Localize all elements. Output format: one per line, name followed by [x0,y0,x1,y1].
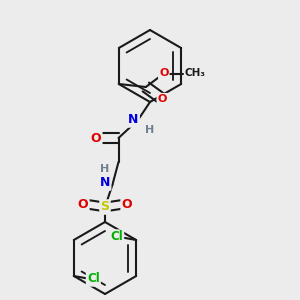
Text: N: N [128,113,139,127]
Text: H: H [100,164,109,174]
Text: O: O [158,94,167,104]
Text: O: O [159,68,169,79]
Text: O: O [78,197,88,211]
Text: N: N [100,176,110,190]
Text: CH₃: CH₃ [185,68,206,79]
Text: Cl: Cl [110,230,123,244]
Text: O: O [122,197,132,211]
Text: H: H [145,125,154,135]
Text: S: S [100,200,109,214]
Text: Cl: Cl [87,272,100,286]
Text: O: O [91,131,101,145]
